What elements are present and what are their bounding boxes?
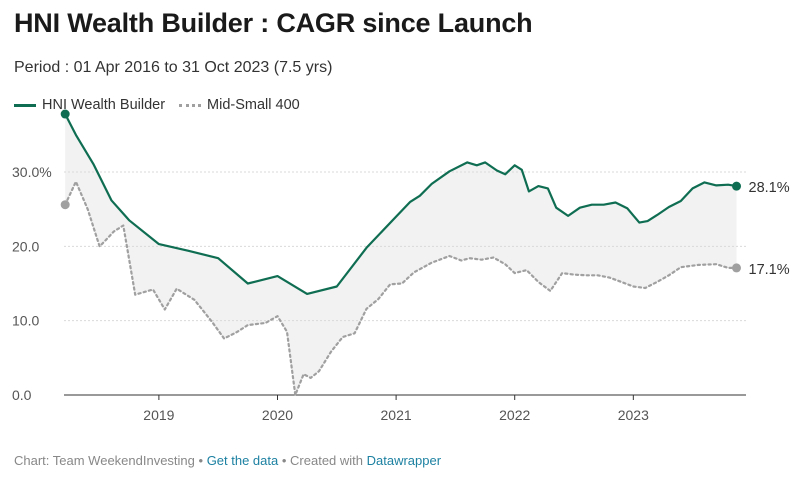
legend-swatch-hni (14, 103, 36, 107)
hni-start-point (60, 109, 70, 119)
spread-band (65, 114, 737, 395)
legend-label-hni: HNI Wealth Builder (42, 97, 166, 113)
legend-item-hni: HNI Wealth Builder (14, 97, 165, 113)
mid-small-end-point (732, 263, 742, 273)
footer-separator: • (194, 453, 207, 468)
legend-swatch-mid-small (179, 103, 202, 107)
x-tick-label: 2019 (143, 407, 174, 423)
y-tick-label: 10.0 (12, 313, 39, 329)
hni-end-label: 28.1% (749, 180, 790, 196)
footer-credit: Chart: Team WeekendInvesting (14, 453, 195, 468)
hni-end-point (732, 181, 742, 191)
chart-title: HNI Wealth Builder : CAGR since Launch (14, 8, 533, 38)
chart-footer: Chart: Team WeekendInvesting • Get the d… (14, 453, 441, 468)
get-the-data-link[interactable]: Get the data (206, 453, 279, 468)
chart-legend: HNI Wealth Builder Mid-Small 400 (14, 97, 314, 113)
mid-small-end-label: 17.1% (749, 262, 790, 278)
mid-small-start-point (60, 200, 70, 210)
datawrapper-link[interactable]: Datawrapper (366, 453, 442, 468)
x-tick-label: 2020 (262, 407, 293, 423)
y-tick-label: 20.0 (12, 238, 39, 254)
legend-label-mid-small: Mid-Small 400 (207, 97, 300, 113)
chart-subtitle: Period : 01 Apr 2016 to 31 Oct 2023 (7.5… (14, 59, 333, 76)
x-tick-label: 2021 (381, 407, 412, 423)
x-tick-label: 2023 (618, 407, 649, 423)
y-tick-label: 30.0% (12, 164, 52, 180)
footer-created-with: • Created with (278, 453, 367, 468)
y-tick-label: 0.0 (12, 387, 32, 403)
series-line-hni (64, 112, 738, 295)
series-line-mid-small (64, 180, 738, 397)
legend-item-mid-small: Mid-Small 400 (179, 97, 300, 113)
x-tick-label: 2022 (499, 407, 530, 423)
